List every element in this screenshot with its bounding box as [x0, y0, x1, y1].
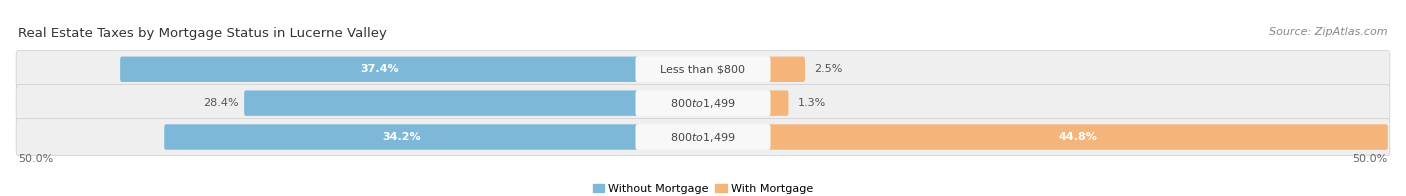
- Text: $800 to $1,499: $800 to $1,499: [671, 97, 735, 110]
- FancyBboxPatch shape: [15, 118, 1391, 156]
- Text: 28.4%: 28.4%: [202, 98, 239, 108]
- FancyBboxPatch shape: [15, 51, 1391, 88]
- FancyBboxPatch shape: [768, 57, 806, 82]
- FancyBboxPatch shape: [636, 90, 770, 116]
- Text: 50.0%: 50.0%: [1353, 154, 1388, 164]
- FancyBboxPatch shape: [768, 124, 1388, 150]
- Text: 37.4%: 37.4%: [360, 64, 398, 74]
- Text: Source: ZipAtlas.com: Source: ZipAtlas.com: [1270, 27, 1388, 37]
- Text: 1.3%: 1.3%: [799, 98, 827, 108]
- FancyBboxPatch shape: [165, 124, 638, 150]
- FancyBboxPatch shape: [636, 57, 770, 82]
- FancyBboxPatch shape: [15, 84, 1391, 122]
- Text: 2.5%: 2.5%: [814, 64, 844, 74]
- Legend: Without Mortgage, With Mortgage: Without Mortgage, With Mortgage: [588, 179, 818, 196]
- FancyBboxPatch shape: [636, 124, 770, 150]
- FancyBboxPatch shape: [245, 90, 638, 116]
- Text: 44.8%: 44.8%: [1059, 132, 1097, 142]
- FancyBboxPatch shape: [768, 90, 789, 116]
- Text: Less than $800: Less than $800: [661, 64, 745, 74]
- Text: 34.2%: 34.2%: [382, 132, 420, 142]
- Text: 50.0%: 50.0%: [18, 154, 53, 164]
- Text: Real Estate Taxes by Mortgage Status in Lucerne Valley: Real Estate Taxes by Mortgage Status in …: [18, 27, 387, 40]
- FancyBboxPatch shape: [120, 57, 638, 82]
- Text: $800 to $1,499: $800 to $1,499: [671, 131, 735, 143]
